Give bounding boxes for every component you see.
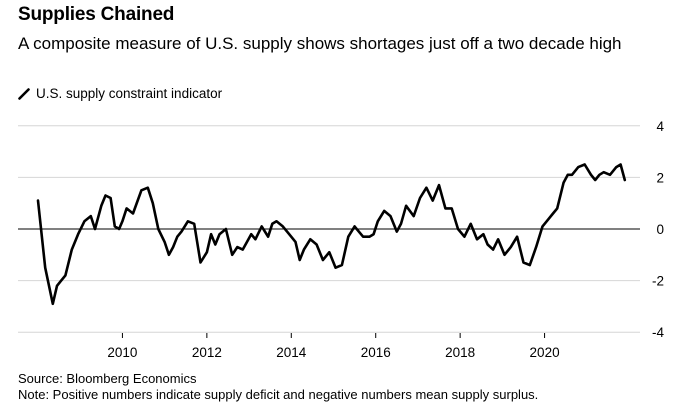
y-tick-label: -4: [652, 325, 664, 340]
chart-footer: Source: Bloomberg Economics Note: Positi…: [18, 371, 538, 403]
x-tick-label: 2016: [361, 345, 391, 360]
x-tick-label: 2010: [107, 345, 137, 360]
source-note: Source: Bloomberg Economics: [18, 371, 197, 386]
x-tick-label: 2012: [192, 345, 222, 360]
chart-legend: U.S. supply constraint indicator: [18, 86, 222, 101]
y-tick-label: 0: [656, 222, 664, 237]
series-line: [36, 163, 627, 306]
footnote: Note: Positive numbers indicate supply d…: [18, 387, 539, 402]
x-tick-label: 2018: [445, 345, 475, 360]
chart-title: Supplies Chained: [18, 4, 175, 25]
x-tick-label: 2020: [530, 345, 560, 360]
chart-subtitle: A composite measure of U.S. supply shows…: [18, 34, 622, 53]
y-tick-label: 2: [656, 170, 664, 185]
y-tick-label: 4: [656, 119, 664, 134]
x-tick-label: 2014: [276, 345, 307, 360]
legend-label: U.S. supply constraint indicator: [36, 86, 223, 101]
legend-swatch-icon: [18, 87, 30, 100]
y-tick-label: -2: [652, 274, 664, 289]
